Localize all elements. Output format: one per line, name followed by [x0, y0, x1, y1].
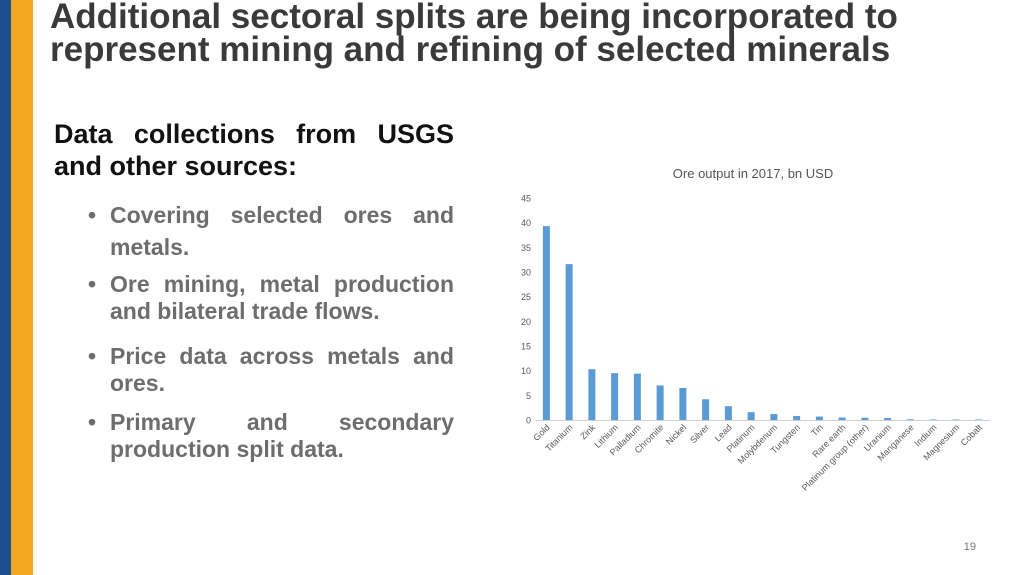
x-tick-label: Zink: [578, 422, 597, 441]
bar-lithium: [611, 373, 619, 420]
x-tick-label: Silver: [688, 422, 711, 445]
x-tick-label: Cobalt: [959, 422, 985, 448]
y-tick-label: 0: [526, 416, 531, 426]
bar-platinum-group-other: [861, 417, 869, 420]
y-tick-label: 40: [521, 218, 531, 228]
bar-lead: [724, 406, 732, 420]
bar-platinum: [747, 412, 755, 420]
x-tick-label: Nickel: [664, 422, 688, 446]
bar-molybdenum: [770, 414, 778, 420]
bar-zink: [588, 369, 596, 420]
bar-tungsten: [793, 416, 801, 420]
bullet-text: Primary and secondary production split d…: [110, 409, 454, 462]
bar-indium: [929, 419, 937, 421]
y-tick-label: 30: [521, 268, 531, 278]
y-tick-label: 25: [521, 292, 531, 302]
bar-tin: [815, 416, 823, 420]
bullet-item: • Covering selected ores and metals.: [88, 199, 454, 263]
left-gold-stripe: [11, 0, 33, 575]
bullet-item: • Price data across metals and ores.: [88, 343, 454, 397]
y-tick-label: 45: [521, 194, 531, 204]
bullet-item: • Ore mining, metal production and bilate…: [88, 271, 454, 325]
bar-gold: [542, 226, 550, 420]
bar-manganese: [906, 419, 914, 420]
x-tick-label: Tin: [809, 422, 825, 438]
bar-titanium: [565, 264, 573, 420]
bullet-dot-icon: •: [88, 202, 97, 228]
bar-chromite: [656, 385, 664, 420]
bullet-dot-icon: •: [88, 409, 97, 435]
chart-title: Ore output in 2017, bn USD: [673, 166, 833, 181]
ore-output-bar-chart: Ore output in 2017, bn USD 0 5 10 15 20 25 30 3…: [521, 166, 990, 493]
y-tick-label: 5: [526, 391, 531, 401]
bar-nickel: [679, 387, 687, 420]
y-tick-label: 35: [521, 243, 531, 253]
bullet-text: Covering selected ores and metals.: [110, 202, 454, 260]
slide-title: Additional sectoral splits are being inc…: [50, 0, 898, 69]
bullet-list: • Covering selected ores and metals. • Ore…: [88, 199, 454, 481]
bar-palladium: [633, 373, 641, 420]
bullet-dot-icon: •: [88, 343, 97, 369]
page-number: 19: [963, 541, 976, 553]
bullet-item: • Primary and secondary production split …: [88, 409, 454, 463]
y-tick-label: 10: [521, 366, 531, 376]
y-tick-label: 20: [521, 317, 531, 327]
y-tick-label: 15: [521, 342, 531, 352]
bullet-text: Ore mining, metal production and bilater…: [110, 271, 454, 324]
bar-cobalt: [975, 419, 983, 421]
bar-silver: [702, 399, 710, 420]
bar-rare-earth: [838, 417, 846, 420]
subheading: Data collections from USGS and other sou…: [54, 119, 454, 181]
bar-uranium: [884, 418, 892, 420]
bar-magnesium: [952, 419, 960, 421]
bullet-dot-icon: •: [88, 271, 97, 297]
bullet-text: Price data across metals and ores.: [110, 343, 454, 396]
left-blue-stripe: [0, 0, 11, 575]
